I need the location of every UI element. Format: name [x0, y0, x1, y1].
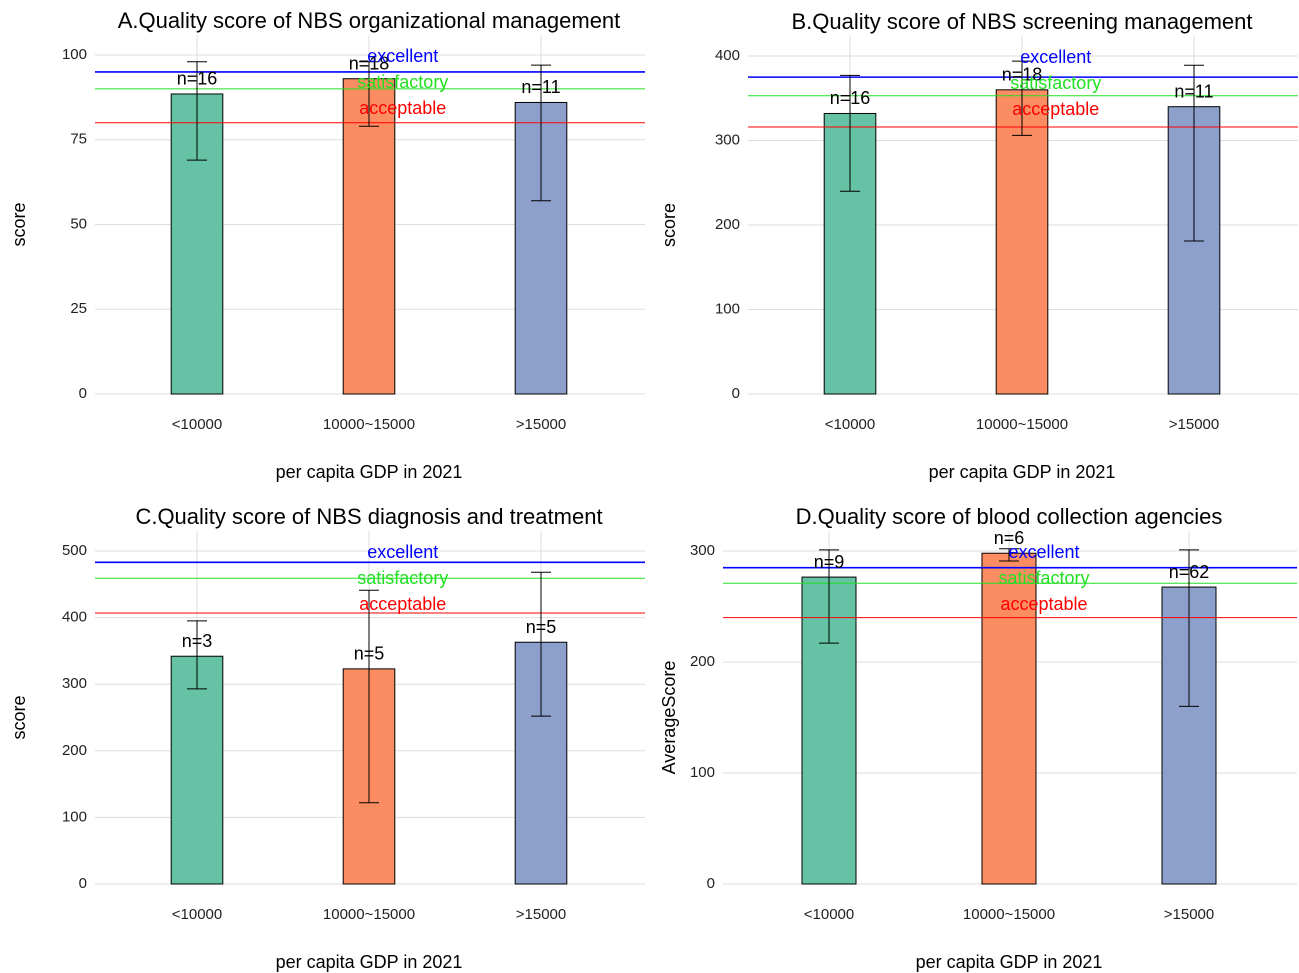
bar [170, 655, 224, 885]
y-tick-label: 50 [70, 215, 87, 232]
bar-label: n=5 [526, 617, 557, 637]
reference-label: excellent [1020, 47, 1091, 67]
bar-label: n=16 [177, 69, 218, 89]
x-tick-label: 10000~15000 [323, 906, 415, 923]
bar [342, 78, 396, 395]
y-tick-label: 200 [690, 653, 715, 670]
bar-label: n=18 [349, 53, 390, 73]
y-tick-label: 100 [690, 764, 715, 781]
x-tick-label: <10000 [172, 416, 222, 433]
x-tick-label: 10000~15000 [323, 416, 415, 433]
reference-label: satisfactory [998, 568, 1089, 588]
bar-label: n=16 [830, 88, 871, 108]
x-tick-label: 10000~15000 [963, 906, 1055, 923]
x-axis-label: per capita GDP in 2021 [929, 462, 1116, 482]
bar [995, 89, 1049, 395]
reference-label: excellent [367, 542, 438, 562]
reference-label: acceptable [359, 594, 446, 614]
y-tick-label: 0 [79, 385, 87, 402]
chart-title: A.Quality score of NBS organizational ma… [118, 8, 621, 33]
y-tick-label: 75 [70, 131, 87, 148]
reference-label: acceptable [1000, 594, 1087, 614]
chart-title: C.Quality score of NBS diagnosis and tre… [135, 504, 602, 529]
y-axis-label: score [9, 695, 29, 739]
x-tick-label: <10000 [804, 906, 854, 923]
chart-panel: 0 100 200 300 400 500 C.Quality score of NBS d… [9, 504, 645, 972]
y-axis-label: AverageScore [659, 661, 679, 775]
bar-label: n=3 [182, 631, 213, 651]
chart-panel: 0 100 200 300 D.Quality score of blood colle… [659, 504, 1297, 972]
y-axis-label: score [9, 202, 29, 246]
chart-title: D.Quality score of blood collection agen… [796, 504, 1223, 529]
bar-label: n=9 [814, 552, 845, 572]
y-tick-label: 200 [715, 216, 740, 233]
y-tick-label: 0 [707, 875, 715, 892]
x-tick-label: <10000 [172, 906, 222, 923]
bar-label: n=11 [1174, 81, 1213, 101]
bar-label: n=11 [521, 77, 560, 97]
x-tick-label: >15000 [516, 906, 566, 923]
x-axis-label: per capita GDP in 2021 [276, 462, 463, 482]
y-tick-label: 500 [62, 542, 87, 559]
x-axis-label: per capita GDP in 2021 [916, 952, 1103, 972]
y-tick-label: 25 [70, 300, 87, 317]
x-tick-label: 10000~15000 [976, 416, 1068, 433]
chart-title: B.Quality score of NBS screening managem… [791, 9, 1252, 34]
reference-label: satisfactory [357, 568, 448, 588]
y-axis-label: score [659, 203, 679, 247]
y-tick-label: 400 [62, 609, 87, 626]
y-tick-label: 300 [62, 675, 87, 692]
y-tick-label: 100 [62, 46, 87, 63]
y-tick-label: 300 [715, 131, 740, 148]
reference-label: acceptable [359, 98, 446, 118]
y-tick-label: 300 [690, 542, 715, 559]
x-tick-label: >15000 [1169, 416, 1219, 433]
reference-label: satisfactory [1010, 73, 1101, 93]
chart-panel: 0 25 50 75 100 A.Quality score of NBS organiz… [9, 8, 645, 482]
bar-label: n=18 [1002, 65, 1043, 85]
reference-label: excellent [1008, 542, 1079, 562]
reference-label: acceptable [1012, 99, 1099, 119]
y-tick-label: 100 [715, 300, 740, 317]
y-tick-label: 0 [732, 385, 740, 402]
x-tick-label: <10000 [825, 416, 875, 433]
x-tick-label: >15000 [516, 416, 566, 433]
reference-label: excellent [367, 46, 438, 66]
x-axis-label: per capita GDP in 2021 [276, 952, 463, 972]
y-tick-label: 100 [62, 808, 87, 825]
bar-label: n=6 [994, 528, 1025, 548]
x-tick-label: >15000 [1164, 906, 1214, 923]
y-tick-label: 0 [79, 875, 87, 892]
bar-label: n=5 [354, 644, 385, 664]
y-tick-label: 400 [715, 47, 740, 64]
y-tick-label: 200 [62, 742, 87, 759]
bar [981, 552, 1037, 885]
reference-label: satisfactory [357, 72, 448, 92]
chart-panel: 0 100 200 300 400 B.Quality score of NBS scre… [659, 9, 1298, 482]
bar-label: n=62 [1169, 562, 1210, 582]
